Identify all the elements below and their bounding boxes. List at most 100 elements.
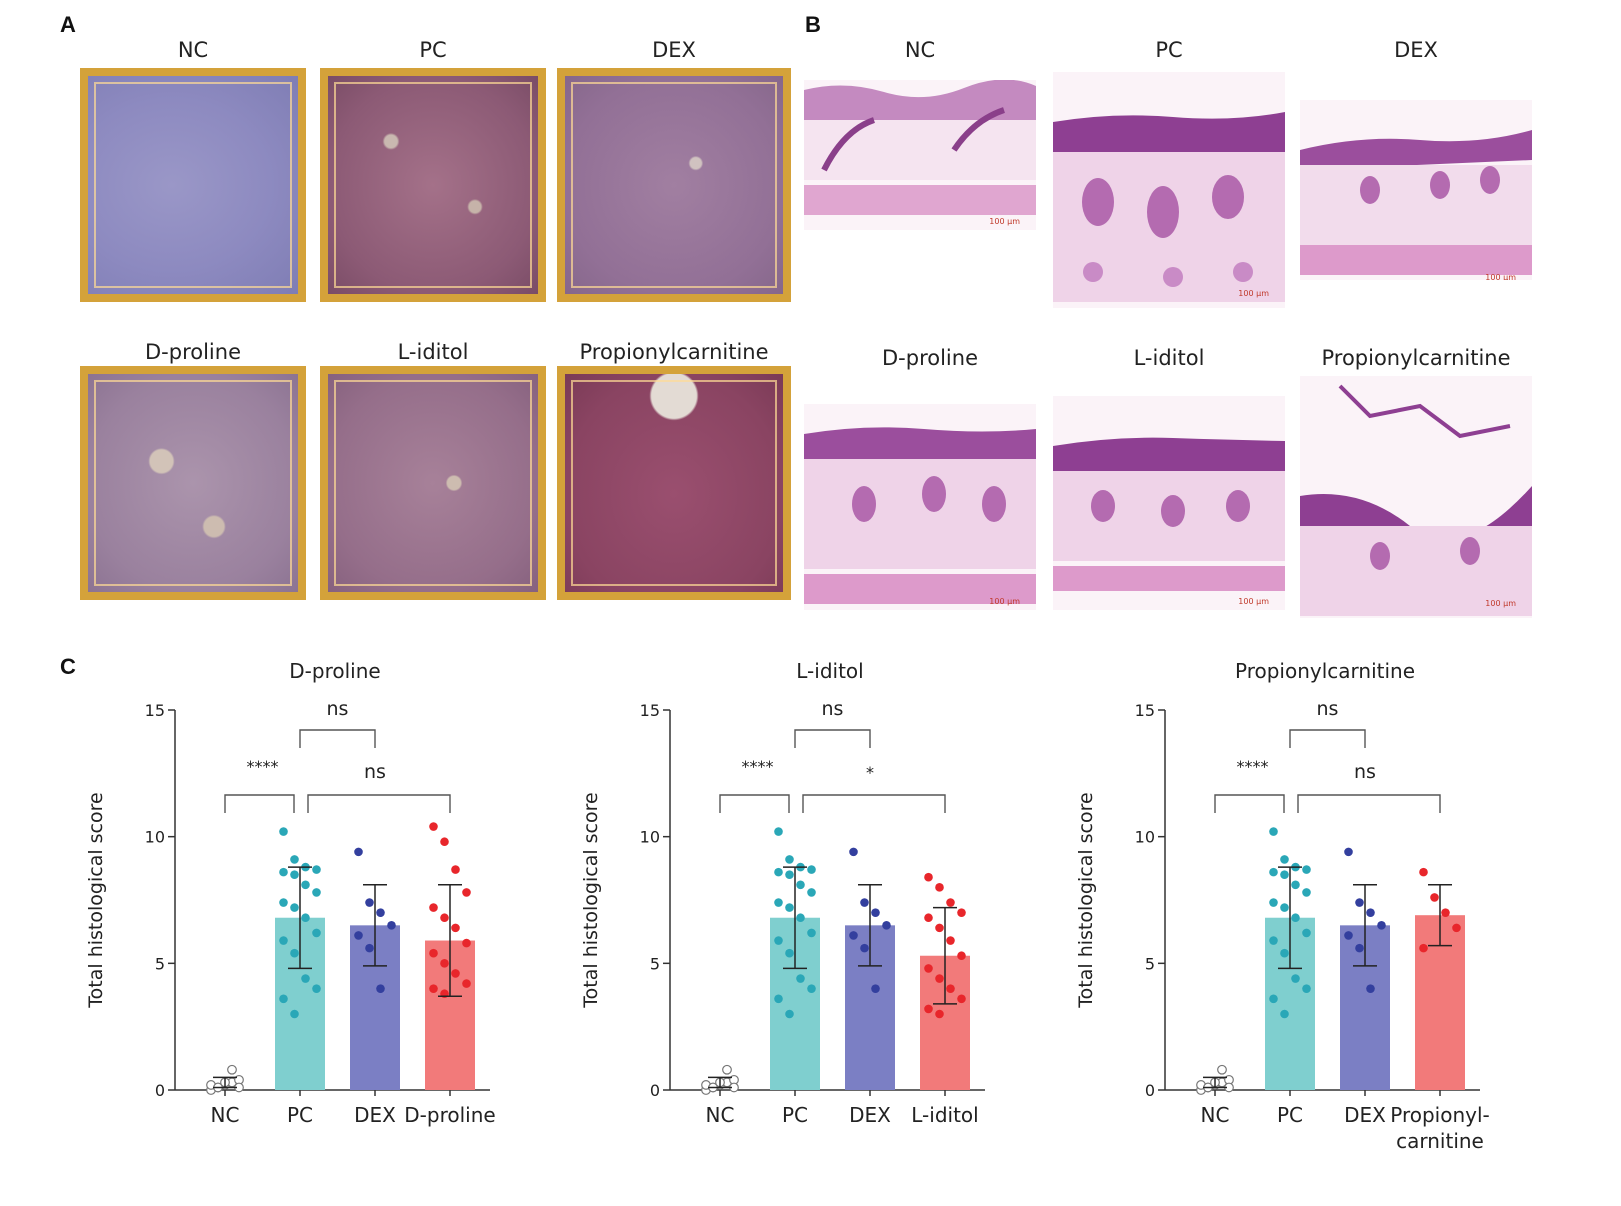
data-point bbox=[1280, 903, 1289, 912]
histology-label-nc: NC bbox=[904, 38, 936, 62]
data-point bbox=[935, 923, 944, 933]
x-tick-label: DEX bbox=[849, 1103, 891, 1127]
data-point bbox=[1302, 888, 1311, 897]
scale-bar-label: 100 μm bbox=[989, 217, 1020, 226]
y-tick-label: 10 bbox=[640, 828, 660, 847]
data-point bbox=[924, 913, 933, 923]
data-point bbox=[1269, 827, 1278, 836]
y-tick-label: 5 bbox=[650, 954, 660, 973]
data-point bbox=[796, 974, 805, 983]
data-point bbox=[1291, 913, 1300, 923]
data-point bbox=[807, 984, 816, 993]
significance-bracket bbox=[719, 794, 790, 813]
data-point bbox=[429, 903, 438, 912]
data-point bbox=[312, 984, 321, 993]
panel-label-a: A bbox=[60, 12, 76, 37]
data-point bbox=[279, 867, 288, 877]
data-point bbox=[1441, 908, 1450, 917]
data-point bbox=[785, 1009, 794, 1019]
panel-label-c: C bbox=[60, 654, 76, 679]
data-point bbox=[279, 898, 288, 907]
significance-bracket bbox=[224, 794, 295, 813]
data-point bbox=[785, 948, 794, 958]
bar-chart-l-iditol: L-iditol Total histological score 0 5 10 15 **… bbox=[575, 659, 1045, 1185]
data-point bbox=[807, 928, 816, 938]
data-point bbox=[924, 1004, 933, 1014]
bar-chart-propionylcarnitine: Propionylcarnitine Total histological sco… bbox=[1070, 659, 1540, 1185]
significance-label: ns bbox=[1354, 761, 1376, 783]
data-point bbox=[312, 928, 321, 938]
photo-label-dex: DEX bbox=[652, 38, 696, 62]
significance-label: ns bbox=[327, 698, 349, 720]
data-point bbox=[935, 974, 944, 983]
data-point bbox=[440, 959, 449, 968]
data-point bbox=[924, 964, 933, 973]
scale-bar-label: 100 μm bbox=[1485, 273, 1516, 280]
x-tick-label: Propionyl- bbox=[1390, 1103, 1490, 1127]
scale-bar-label: 100 μm bbox=[1238, 289, 1269, 298]
y-tick-label: 0 bbox=[155, 1081, 165, 1100]
significance-bracket bbox=[299, 729, 376, 748]
skin-photo-propionylcarnitine bbox=[557, 366, 791, 600]
data-point bbox=[957, 994, 966, 1004]
histology-label-dex: DEX bbox=[1394, 38, 1438, 62]
bar-chart-d-proline: D-proline Total histological score 0 5 10 15 *… bbox=[80, 659, 550, 1185]
data-point bbox=[1419, 867, 1428, 877]
data-point bbox=[882, 921, 891, 930]
data-point bbox=[462, 938, 471, 948]
data-point bbox=[957, 951, 966, 961]
data-point bbox=[1269, 898, 1278, 907]
data-point bbox=[365, 898, 374, 907]
data-point bbox=[376, 908, 385, 917]
chart-svg: Propionylcarnitine Total histological sco… bbox=[1075, 659, 1490, 1153]
skin-photo-nc bbox=[80, 68, 306, 302]
x-tick-label: L-iditol bbox=[911, 1103, 978, 1127]
data-point bbox=[785, 870, 794, 879]
data-point bbox=[429, 984, 438, 993]
data-point bbox=[301, 974, 310, 983]
x-tick-label: D-proline bbox=[404, 1103, 495, 1127]
data-point bbox=[429, 822, 438, 831]
data-point bbox=[774, 994, 783, 1004]
y-axis-label: Total histological score bbox=[1075, 792, 1097, 1008]
data-point bbox=[290, 855, 299, 864]
data-point bbox=[429, 948, 438, 958]
x-tick-label: NC bbox=[1201, 1103, 1230, 1127]
x-tick-label: DEX bbox=[1344, 1103, 1386, 1127]
scale-bar-label: 100 μm bbox=[989, 597, 1020, 606]
data-point bbox=[365, 943, 374, 953]
y-axis-label: Total histological score bbox=[580, 792, 602, 1008]
data-point bbox=[785, 855, 794, 864]
data-point bbox=[462, 979, 471, 988]
histology-image-propionylcarnitine: 100 μm bbox=[1300, 376, 1532, 618]
data-point bbox=[849, 931, 858, 940]
data-point bbox=[924, 872, 933, 882]
data-point bbox=[290, 1009, 299, 1019]
data-point bbox=[1269, 867, 1278, 877]
data-point bbox=[946, 898, 955, 907]
histology-label-d-proline: D-proline bbox=[882, 346, 978, 370]
data-point bbox=[451, 865, 460, 874]
histology-label-l-iditol: L-iditol bbox=[1133, 346, 1205, 370]
data-point bbox=[279, 827, 288, 836]
data-point bbox=[1355, 943, 1364, 953]
chart-title: Propionylcarnitine bbox=[1235, 660, 1415, 683]
data-point bbox=[227, 1064, 237, 1075]
data-point bbox=[290, 948, 299, 958]
data-point bbox=[279, 936, 288, 945]
data-point bbox=[796, 880, 805, 890]
data-point bbox=[1291, 974, 1300, 983]
data-point bbox=[1269, 936, 1278, 945]
data-point bbox=[1302, 865, 1311, 874]
data-point bbox=[290, 870, 299, 879]
data-point bbox=[871, 908, 880, 917]
data-point bbox=[1355, 898, 1364, 907]
histology-image-dex: 100 μm bbox=[1300, 100, 1532, 280]
data-point bbox=[849, 847, 858, 857]
y-axis-label: Total histological score bbox=[85, 792, 107, 1008]
chart-svg: D-proline Total histological score 0 5 10 15 *… bbox=[85, 659, 496, 1127]
histology-image-l-iditol: 100 μm bbox=[1053, 396, 1285, 610]
data-point bbox=[1280, 870, 1289, 879]
data-point bbox=[935, 1009, 944, 1019]
scale-bar-label: 100 μm bbox=[1238, 597, 1269, 606]
